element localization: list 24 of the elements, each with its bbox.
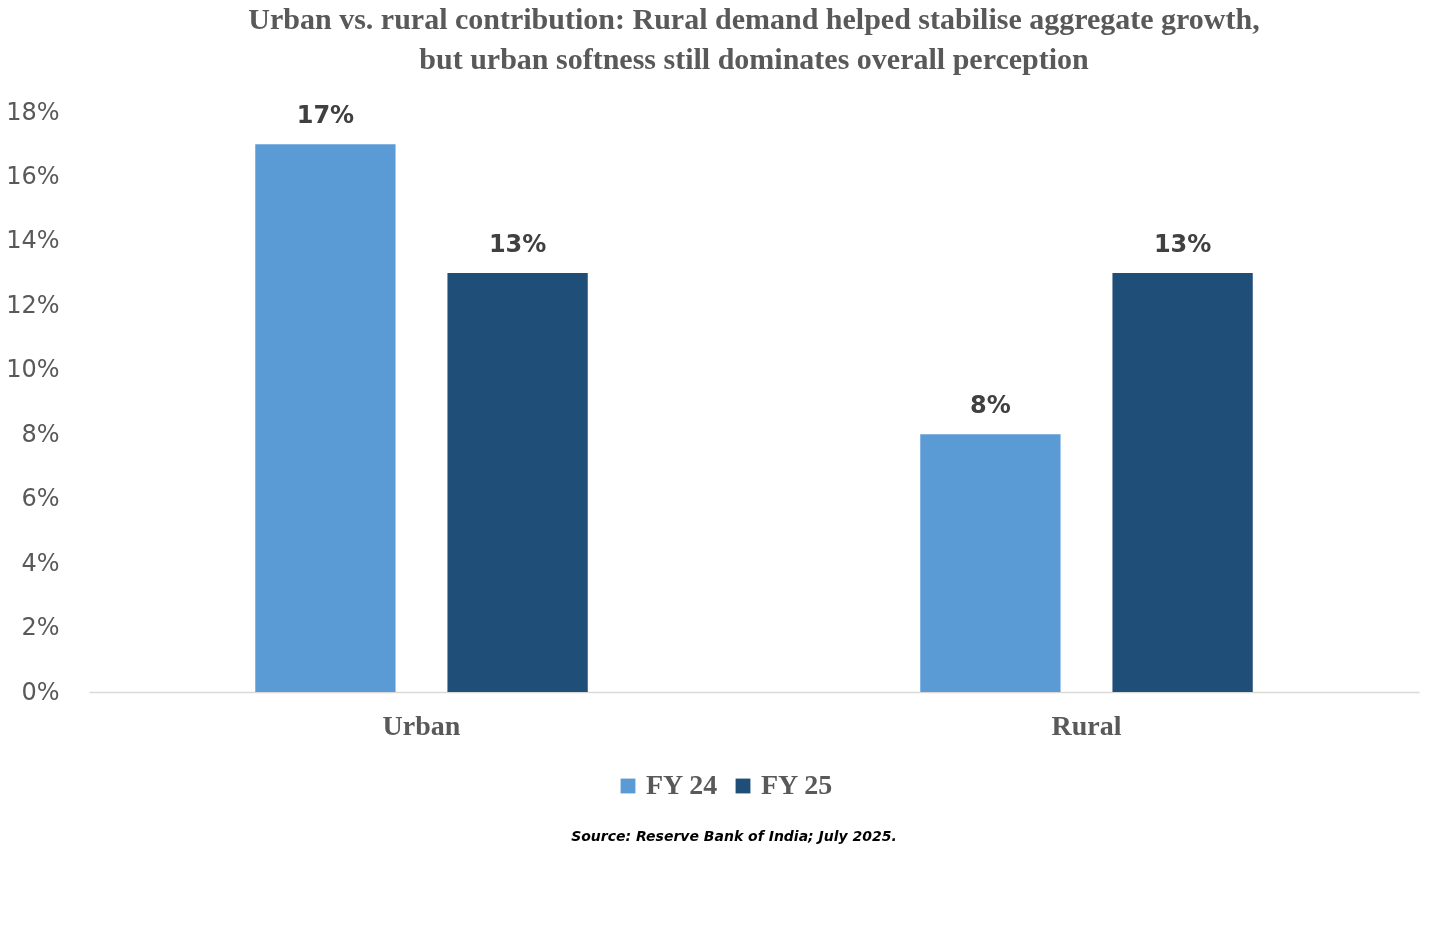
- data-label: 13%: [488, 230, 547, 259]
- y-tick-label: 6%: [21, 484, 60, 513]
- y-tick-label: 10%: [6, 355, 60, 384]
- y-tick-label: 0%: [21, 677, 60, 706]
- bar: [447, 273, 588, 692]
- data-label: 8%: [970, 391, 1011, 420]
- data-label: 17%: [296, 101, 355, 130]
- y-tick-label: 4%: [21, 548, 60, 577]
- legend-label: FY 25: [761, 769, 833, 800]
- legend-label: FY 24: [646, 769, 718, 800]
- bar: [1112, 273, 1253, 692]
- x-tick-label: Urban: [382, 709, 461, 741]
- y-tick-label: 8%: [21, 419, 60, 448]
- y-tick-label: 18%: [6, 97, 60, 126]
- source-note: Source: Reserve Bank of India; July 2025.: [571, 828, 897, 844]
- x-tick-label: Rural: [1051, 709, 1122, 741]
- y-tick-label: 2%: [21, 613, 60, 642]
- chart-title: Urban vs. rural contribution: Rural demand helped stabilise aggregate growth, but urban softness still dominates overall perception: [248, 2, 1260, 75]
- y-tick-label: 16%: [6, 161, 60, 190]
- y-tick-label: 14%: [6, 226, 60, 255]
- y-tick-label: 12%: [6, 290, 60, 319]
- bar: [920, 434, 1061, 692]
- bar: [255, 144, 396, 692]
- data-label: 13%: [1153, 230, 1212, 259]
